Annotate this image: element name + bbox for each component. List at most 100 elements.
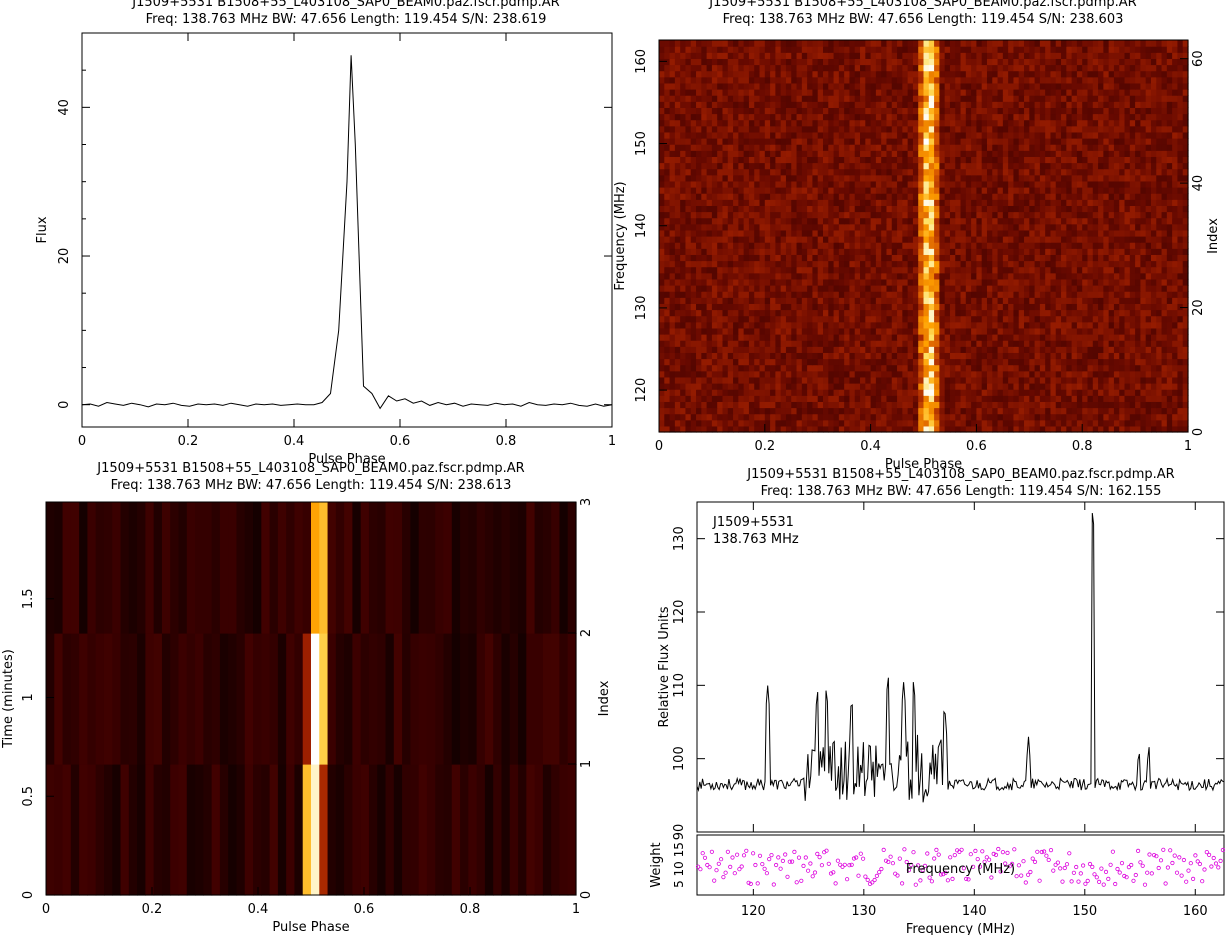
heatmap-cell — [1076, 395, 1083, 402]
heatmap-cell — [939, 162, 946, 170]
heatmap-cell — [1145, 150, 1152, 157]
heatmap-cell — [685, 321, 692, 329]
heatmap-cell — [1050, 303, 1057, 311]
heatmap-cell — [1182, 291, 1189, 298]
heatmap-cell — [1161, 370, 1168, 378]
heatmap-cell — [902, 413, 909, 421]
heatmap-cell — [690, 376, 697, 384]
heatmap-cell — [881, 395, 888, 402]
heatmap-cell — [1050, 138, 1057, 145]
heatmap-cell — [912, 193, 919, 200]
heatmap-cell — [680, 321, 687, 329]
heatmap-cell — [1024, 419, 1030, 427]
heatmap-cell — [955, 217, 962, 225]
heatmap-cell — [907, 321, 914, 329]
heatmap-cell — [865, 425, 872, 433]
heatmap-cell — [828, 321, 835, 329]
heatmap-cell — [796, 150, 803, 157]
heatmap-cell — [1161, 389, 1168, 396]
heatmap-cell — [664, 376, 671, 384]
heatmap-cell — [1045, 131, 1052, 139]
heatmap-cell — [912, 315, 919, 323]
heatmap-cell — [1103, 254, 1110, 262]
heatmap-cell — [812, 272, 819, 280]
heatmap-cell — [727, 236, 734, 243]
heatmap-cell — [738, 180, 745, 188]
heatmap-cell — [1066, 150, 1073, 157]
heatmap-cell — [907, 223, 914, 231]
heatmap-cell — [1087, 346, 1094, 353]
heatmap-cell — [986, 236, 993, 243]
heatmap-cell — [944, 395, 951, 402]
heatmap-cell — [1029, 315, 1036, 323]
heatmap-cell — [664, 199, 671, 206]
heatmap-cell — [770, 205, 776, 213]
heatmap-cell — [690, 260, 697, 268]
heatmap-cell — [1008, 419, 1015, 427]
heatmap-cell — [1092, 174, 1099, 182]
heatmap-cell — [860, 407, 866, 415]
heatmap-cell — [1156, 395, 1163, 402]
heatmap-cell — [939, 376, 946, 384]
heatmap-cell — [939, 389, 946, 396]
heatmap-cell — [1076, 327, 1083, 335]
heatmap-cell — [1177, 248, 1184, 255]
heatmap-cell — [722, 248, 729, 255]
heatmap-cell — [1082, 315, 1089, 323]
heatmap-cell — [886, 187, 893, 194]
heatmap-cell — [1024, 352, 1030, 360]
heatmap-cell — [1029, 162, 1036, 170]
heatmap-cell — [1098, 193, 1104, 200]
heatmap-cell — [685, 297, 692, 304]
heatmap-cell — [965, 193, 972, 200]
heatmap-cell — [965, 223, 972, 231]
heatmap-cell — [955, 150, 962, 157]
heatmap-cell — [685, 278, 692, 286]
heatmap-cell — [849, 395, 856, 402]
heatmap-cell — [780, 248, 787, 255]
heatmap-cell — [775, 425, 782, 433]
heatmap-cell — [1071, 297, 1078, 304]
heatmap-cell — [1172, 260, 1179, 268]
heatmap-cell — [949, 205, 956, 213]
heatmap-cell — [717, 389, 724, 396]
heatmap-cell — [1008, 407, 1015, 415]
heatmap-cell — [738, 187, 745, 194]
heatmap-cell — [764, 278, 771, 286]
heatmap-cell — [1082, 425, 1089, 433]
heatmap-cell — [918, 358, 925, 366]
heatmap-cell — [659, 285, 665, 292]
heatmap-cell — [923, 401, 930, 409]
heatmap-cell — [844, 364, 851, 372]
heatmap-cell — [1071, 376, 1078, 384]
heatmap-cell — [997, 223, 1004, 231]
heatmap-cell — [960, 291, 967, 298]
heatmap-cell — [918, 199, 925, 206]
heatmap-cell — [1050, 168, 1057, 176]
heatmap-cell — [822, 272, 829, 280]
heatmap-cell — [717, 334, 724, 341]
heatmap-cell — [907, 346, 914, 353]
heatmap-cell — [923, 383, 930, 390]
heatmap-cell — [775, 260, 782, 268]
heatmap-cell — [812, 156, 819, 164]
heatmap-cell — [955, 138, 962, 145]
heatmap-cell — [1061, 401, 1067, 409]
heatmap-cell — [1108, 131, 1115, 139]
heatmap-cell — [743, 236, 750, 243]
heatmap-cell — [1166, 376, 1173, 384]
heatmap-cell — [733, 211, 739, 219]
heatmap-cell — [891, 229, 898, 237]
heatmap-cell — [1172, 248, 1179, 255]
heatmap-cell — [780, 180, 787, 188]
heatmap-cell — [748, 401, 755, 409]
heatmap-cell — [854, 376, 861, 384]
heatmap-cell — [1029, 346, 1036, 353]
heatmap-cell — [727, 168, 734, 176]
heatmap-cell — [1076, 180, 1083, 188]
heatmap-cell — [997, 321, 1004, 329]
heatmap-cell — [939, 156, 946, 164]
heatmap-cell — [1082, 352, 1089, 360]
heatmap-cell — [748, 131, 755, 139]
heatmap-cell — [1055, 187, 1062, 194]
